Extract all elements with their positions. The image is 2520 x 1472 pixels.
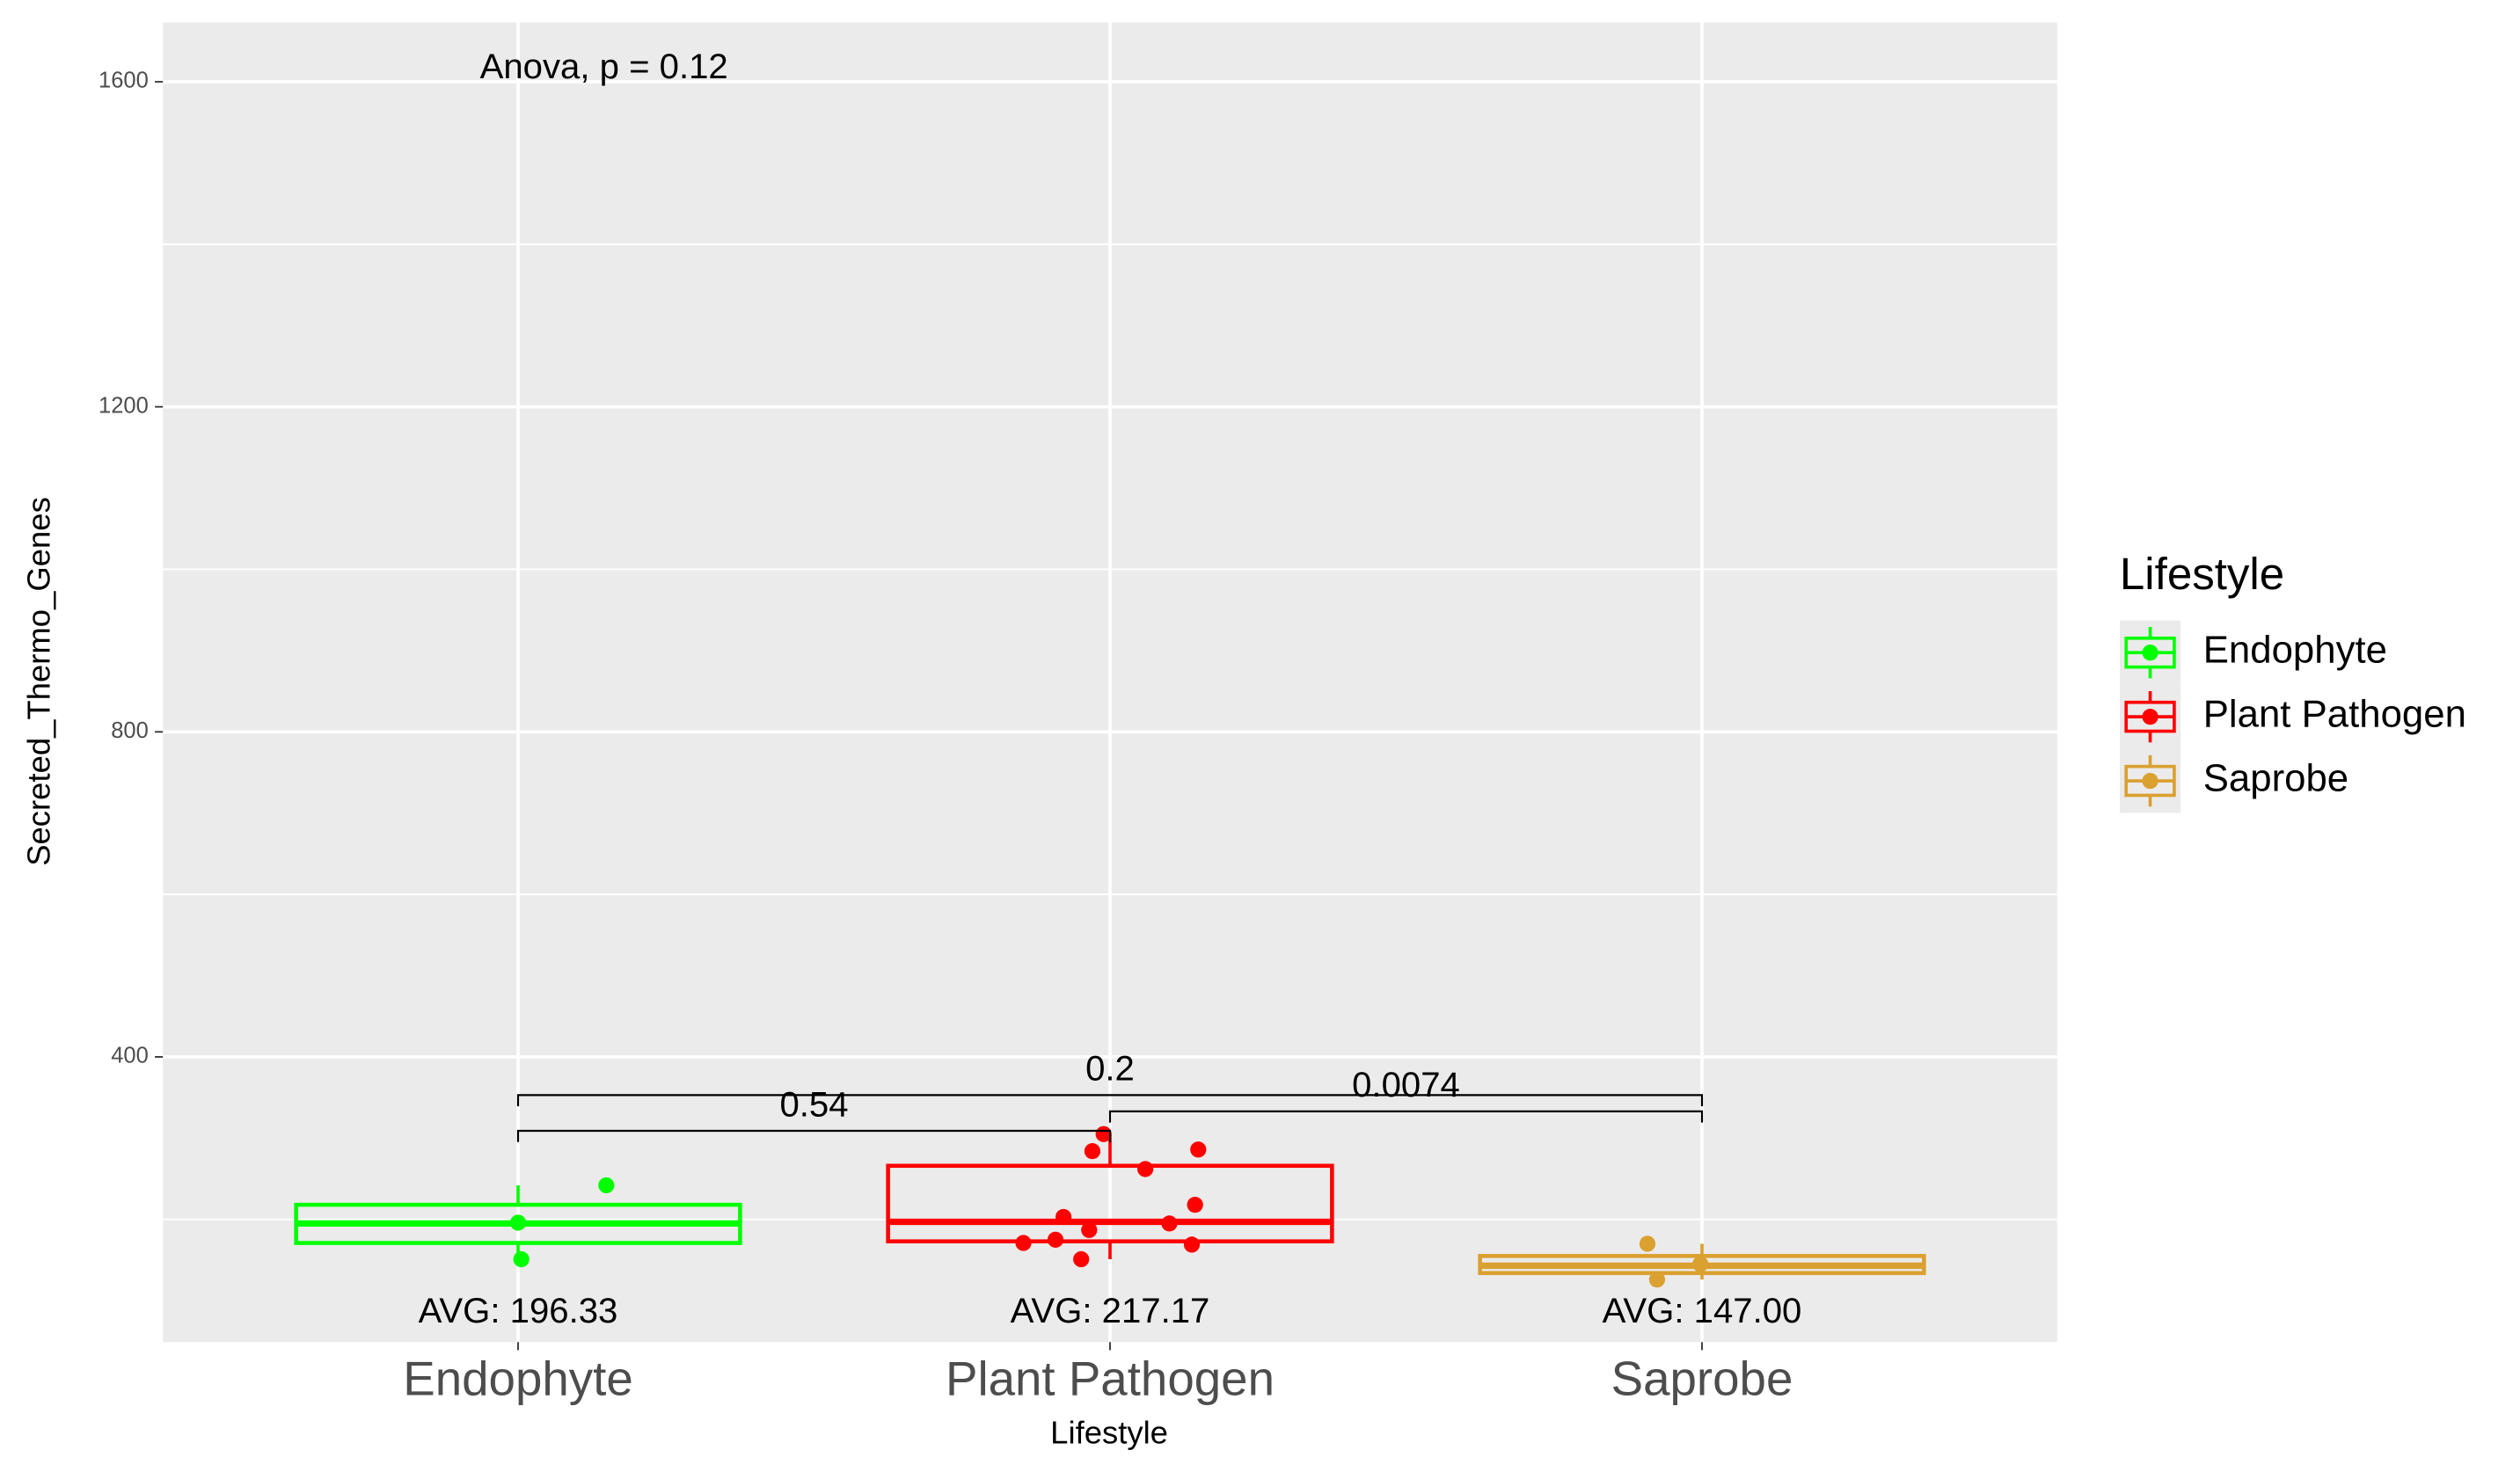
point (1015, 1235, 1032, 1251)
x-axis-title: Lifestyle (1050, 1415, 1168, 1451)
legend-title: Lifestyle (2120, 549, 2284, 599)
comparison-label: 0.54 (779, 1085, 848, 1124)
avg-label: AVG: 147.00 (1603, 1292, 1802, 1330)
y-tick-label: 400 (111, 1044, 149, 1068)
comparison-label: 0.0074 (1352, 1066, 1460, 1104)
point (1692, 1256, 1709, 1272)
x-tick-label: Saprobe (1611, 1351, 1793, 1405)
x-tick-label: Plant Pathogen (946, 1351, 1275, 1405)
legend-label: Plant Pathogen (2203, 693, 2466, 736)
point (598, 1177, 615, 1194)
point (1055, 1208, 1072, 1226)
comparison-bracket (1108, 1110, 1704, 1123)
legend-key-point (2142, 709, 2158, 725)
point (1187, 1197, 1203, 1213)
y-tick-label: 800 (111, 718, 149, 743)
y-tick-label: 1600 (99, 69, 149, 93)
legend-key-point (2142, 772, 2158, 790)
point (1073, 1250, 1090, 1268)
legend-label: Endophyte (2203, 629, 2387, 672)
point (513, 1250, 530, 1268)
avg-label: AVG: 217.17 (1011, 1292, 1210, 1330)
comparison-bracket (516, 1094, 1704, 1107)
point (509, 1214, 527, 1231)
point (1161, 1215, 1178, 1232)
point (1084, 1143, 1101, 1160)
y-axis-title: Secreted_Thermo_Genes (20, 497, 56, 866)
y-tick-label: 1200 (99, 393, 149, 418)
x-tick-label: Endophyte (403, 1351, 633, 1405)
avg-label: AVG: 196.33 (419, 1292, 618, 1330)
point (1047, 1231, 1064, 1248)
legend-key-point (2142, 645, 2158, 661)
point (1081, 1221, 1098, 1238)
point (1639, 1235, 1656, 1252)
box (886, 1163, 1334, 1243)
point (1183, 1236, 1201, 1253)
point (1137, 1161, 1154, 1177)
comparison-bracket (516, 1129, 1112, 1142)
comparison-label: 0.2 (1085, 1050, 1135, 1089)
legend-label: Saprobe (2203, 757, 2348, 800)
point (1648, 1272, 1666, 1288)
point (1190, 1141, 1207, 1158)
anova-annotation: Anova, p = 0.12 (480, 47, 728, 86)
